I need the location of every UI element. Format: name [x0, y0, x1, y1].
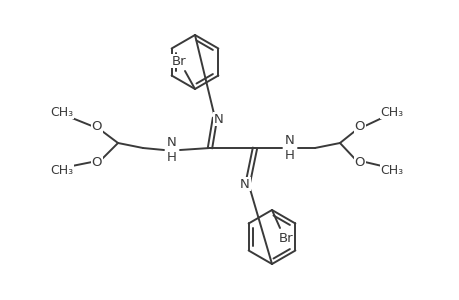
Text: N: N [240, 178, 249, 190]
Text: N: N [213, 112, 224, 125]
Text: CH₃: CH₃ [50, 164, 73, 176]
Text: CH₃: CH₃ [50, 106, 73, 118]
Text: N
H: N H [167, 136, 177, 164]
Text: O: O [354, 155, 364, 169]
Text: O: O [354, 119, 364, 133]
Text: O: O [91, 155, 102, 169]
Text: N
H: N H [285, 134, 294, 162]
Text: Br: Br [171, 55, 186, 68]
Text: CH₃: CH₃ [380, 164, 403, 176]
Text: O: O [91, 119, 102, 133]
Text: Br: Br [278, 232, 293, 244]
Text: CH₃: CH₃ [380, 106, 403, 118]
